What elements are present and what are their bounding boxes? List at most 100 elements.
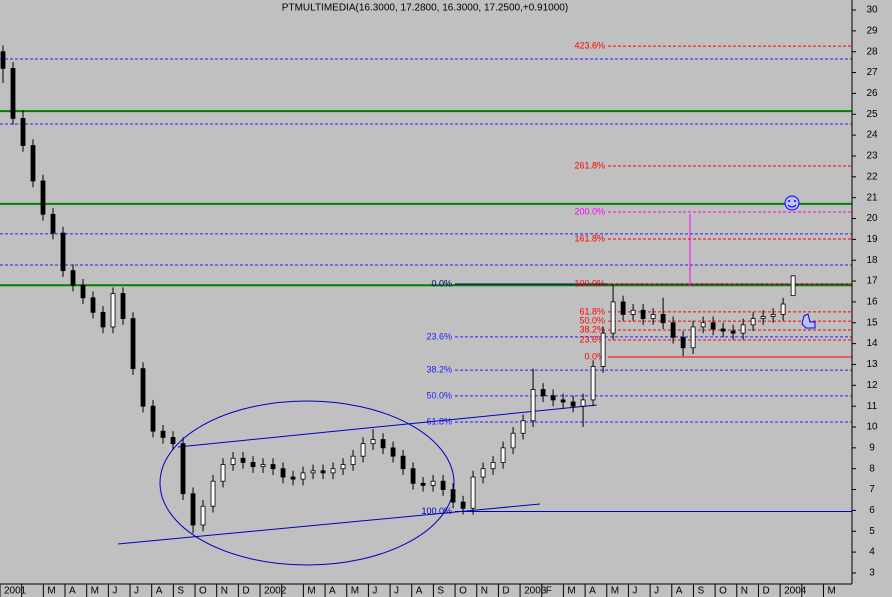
x-tick-label: A — [416, 586, 423, 597]
candle-body — [440, 480, 446, 490]
candle-body — [290, 476, 296, 480]
y-tick-label: 10 — [866, 422, 878, 433]
axes: 2001 M A M J J A S O N D 2002 M A M J J A S O N D 2003 F M A M J J A S… — [0, 5, 878, 597]
candle-body — [500, 447, 506, 463]
hand-icon — [801, 313, 816, 329]
candle-body — [300, 472, 306, 480]
ellipse — [159, 400, 455, 566]
x-tick-label: F — [546, 586, 552, 597]
x-tick-label: M — [47, 586, 55, 597]
candle-body — [140, 368, 146, 407]
y-tick-label: 15 — [866, 317, 878, 328]
x-tick-label: A — [69, 586, 76, 597]
candle-body — [210, 480, 216, 507]
candle-body — [190, 493, 196, 526]
candle-body — [720, 328, 726, 332]
candle-body — [250, 462, 256, 468]
y-tick-label: 17 — [866, 276, 878, 287]
candle-body — [610, 301, 616, 334]
y-tick-label: 5 — [869, 526, 875, 537]
candle-body — [400, 455, 406, 470]
y-tick-label: 14 — [866, 338, 878, 349]
candle-body — [260, 464, 266, 468]
x-tick-label: D — [242, 586, 249, 597]
x-tick-label: S — [177, 586, 184, 597]
candle-body — [630, 309, 636, 315]
candle-body — [450, 489, 456, 503]
fib-label: 23.6% — [426, 331, 452, 341]
candle-body — [120, 293, 126, 319]
fib-label: 38.2% — [579, 324, 605, 334]
smiley-icon — [784, 195, 800, 211]
candle-body — [80, 284, 86, 299]
fib-label: 61.8% — [579, 306, 605, 316]
fib-label: 161.8% — [574, 233, 605, 243]
x-tick-label: J — [632, 586, 637, 597]
candle-body — [510, 432, 516, 449]
candle-body — [520, 420, 526, 434]
fib-label: 100.0% — [574, 278, 605, 288]
candle-body — [780, 303, 786, 315]
y-tick-label: 24 — [866, 130, 878, 141]
candle-body — [60, 232, 66, 272]
y-tick-label: 19 — [866, 234, 878, 245]
candle-body — [590, 366, 596, 401]
candle-body — [340, 464, 346, 470]
candle-body — [560, 399, 566, 403]
x-tick-label: N — [221, 586, 228, 597]
y-tick-label: 6 — [869, 505, 875, 516]
candle-body — [240, 457, 246, 463]
x-tick-label: A — [589, 586, 596, 597]
y-tick-label: 29 — [866, 25, 878, 36]
candle-body — [230, 457, 236, 465]
x-tick-label: A — [676, 586, 683, 597]
x-tick-label: O — [199, 586, 207, 597]
x-axis-panel — [0, 584, 852, 597]
x-tick-label: A — [329, 586, 336, 597]
y-tick-label: 26 — [866, 88, 878, 99]
candle-body — [730, 330, 736, 334]
x-tick-label: M — [567, 586, 575, 597]
x-tick-label: M — [91, 586, 99, 597]
y-tick-label: 8 — [869, 463, 875, 474]
levels: 0.0%23.6%38.2%50.0%61.8%100.0%0.0%23.6%3… — [0, 40, 852, 516]
x-tick-label: J — [112, 586, 117, 597]
candle-body — [700, 322, 706, 328]
candle-body — [770, 314, 776, 317]
candle-body — [330, 468, 336, 474]
y-tick-label: 18 — [866, 255, 878, 266]
fib-label: 38.2% — [426, 364, 452, 374]
candle-body — [380, 439, 386, 449]
candle-body — [420, 482, 426, 486]
x-tick-label: D — [502, 586, 509, 597]
candle-body — [160, 430, 166, 438]
y-tick-label: 30 — [866, 5, 878, 16]
y-tick-label: 11 — [867, 401, 878, 412]
candle-body — [760, 316, 766, 319]
candle-body — [620, 301, 626, 315]
candle-body — [150, 405, 156, 432]
candle-body — [20, 118, 26, 146]
candle-body — [130, 318, 136, 370]
y-tick-label: 25 — [866, 109, 878, 120]
candle-body — [530, 389, 536, 422]
candle-body — [270, 464, 276, 470]
candle-body — [320, 470, 326, 474]
fib-label: 23.6% — [579, 334, 605, 344]
y-tick-label: 13 — [866, 359, 878, 370]
candle-body — [70, 270, 76, 286]
candle-body — [0, 51, 6, 69]
candle-body — [690, 326, 696, 349]
candle-body — [550, 395, 556, 401]
y-tick-label: 12 — [866, 380, 878, 391]
candle-body — [580, 399, 586, 407]
candle-body — [110, 293, 116, 328]
y-tick-label: 3 — [869, 568, 875, 579]
fib-label: 50.0% — [426, 390, 452, 400]
x-tick-label: 2003 — [524, 586, 547, 597]
candle-body — [600, 332, 606, 367]
candle-body — [200, 505, 206, 526]
x-tick-label: J — [654, 586, 659, 597]
chart-title: PTMULTIMEDIA(16.3000, 17.2800, 16.3000, … — [282, 3, 568, 14]
